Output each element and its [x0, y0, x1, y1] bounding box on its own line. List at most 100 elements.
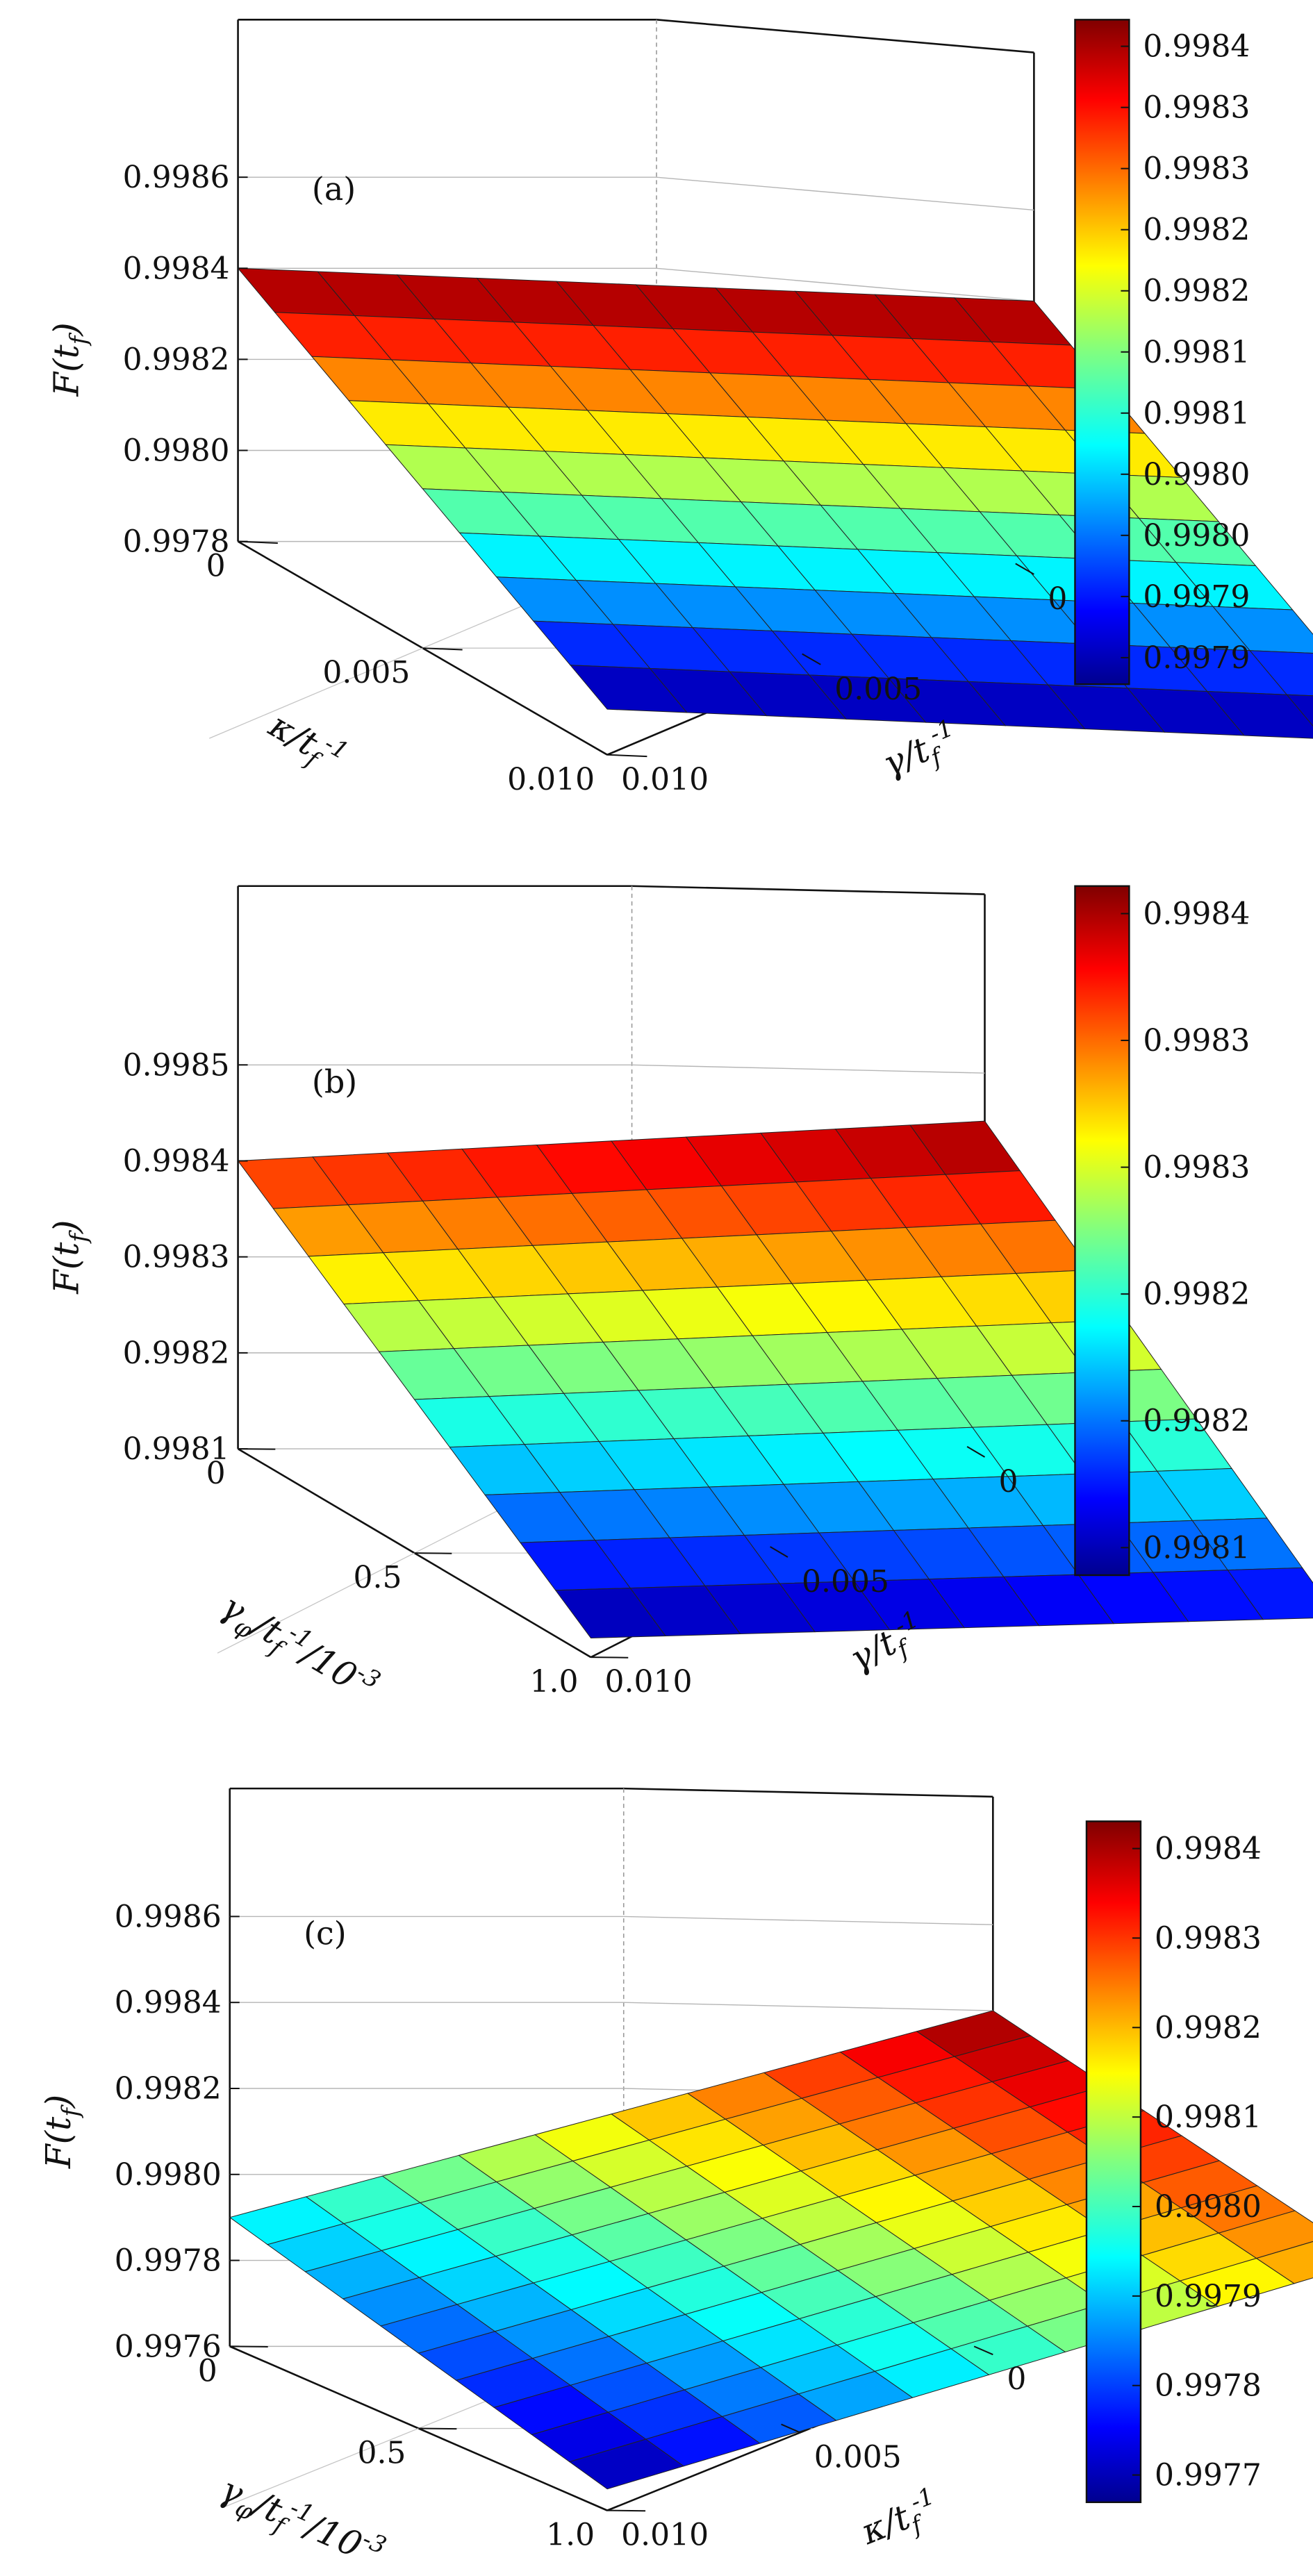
colorbar: 0.9984 0.9983 0.9983 0.9982 0.9982 0.9981: [1074, 885, 1250, 1577]
y-tick-mark: [802, 653, 821, 665]
surface: [229, 2010, 1313, 2490]
y-tick-mark: [588, 2501, 608, 2511]
z-tick-label: 0.9983: [123, 1240, 230, 1275]
x-tick-label: 0.005: [322, 655, 410, 690]
z-axis-label: F(tf): [38, 2095, 85, 2169]
box-edge: [623, 1787, 993, 1798]
panel-tag: (b): [312, 1063, 357, 1100]
colorbar-tick-label: 0.9982: [1155, 2010, 1262, 2045]
z-tick-label: 0.9986: [115, 1899, 222, 1934]
z-tick-label: 0.9981: [123, 1431, 230, 1467]
z-axis-label: F(tf): [47, 322, 93, 397]
y-axis-label-group: γ/tf-1​: [875, 714, 966, 790]
y-axis-label: κ/tf-1​: [854, 2482, 947, 2559]
x-tick-mark: [238, 540, 278, 544]
z-tick-label: 0.9984: [115, 1985, 222, 2020]
surface-cell: [569, 665, 688, 713]
surface-cell: [568, 2438, 685, 2490]
colorbar-tick-label: 0.9983: [1143, 90, 1250, 126]
y-axis-label: γ/tf-1​: [875, 714, 966, 790]
colorbar-tick-label: 0.9983: [1143, 1150, 1250, 1186]
z-tick-label: 0.9982: [123, 342, 230, 377]
panel-b: 0.9981 0.9982 0.9983 0.9984 0.9985 0 0.5 1.0 0.0…: [47, 885, 1313, 1714]
colorbar-tick-label: 0.9984: [1143, 896, 1250, 931]
y-tick-mark: [588, 743, 608, 756]
x-axis-label: γφ/tf-1/10-3​: [211, 1583, 386, 1714]
z-tick-label: 0.9984: [123, 1143, 230, 1179]
x-tick-label: 0: [206, 549, 226, 584]
y-tick-label: 0: [1048, 581, 1067, 617]
y-tick-mark: [770, 1546, 788, 1558]
x-axis-label: γφ/tf-1/10-3​: [212, 2466, 390, 2576]
y-axis-label-group: κ/tf-1​: [854, 2482, 947, 2559]
colorbar-tick-label: 0.9979: [1143, 640, 1250, 676]
colorbar-tick-label: 0.9981: [1143, 396, 1250, 431]
colorbar-tick-label: 0.9982: [1143, 274, 1250, 309]
colorbar-tick-label: 0.9982: [1143, 213, 1250, 248]
x-tick-label: 1.0: [530, 1664, 579, 1700]
colorbar: 0.9984 0.9983 0.9982 0.9981 0.9980 0.9979 0.99…: [1085, 1820, 1262, 2504]
x-tick-mark: [229, 2345, 268, 2348]
z-tick-label: 0.9980: [115, 2157, 222, 2193]
y-tick-label: 0.005: [802, 1564, 889, 1599]
colorbar-tick-label: 0.9983: [1143, 151, 1250, 187]
colorbar-tick-label: 0.9979: [1143, 579, 1250, 615]
panel-c: 0.9976 0.9978 0.9980 0.9982 0.9984 0.9986 0 0.5…: [38, 1787, 1313, 2576]
colorbar-tick-label: 0.9983: [1143, 1023, 1250, 1058]
surface: [237, 267, 1313, 739]
colorbar-tick-label: 0.9980: [1143, 518, 1250, 554]
colorbar-tick-label: 0.9982: [1143, 1277, 1250, 1312]
colorbar-tick-label: 0.9981: [1143, 335, 1250, 370]
box-edge: [656, 19, 1034, 53]
x-tick-mark: [414, 1552, 452, 1554]
x-axis-label-group: γφ/tf-1/10-3​: [212, 2466, 390, 2576]
x-axis-label-group: γφ/tf-1/10-3​: [211, 1583, 386, 1714]
x-tick-label: 1.0: [546, 2518, 595, 2553]
x-tick-label: 0.010: [507, 762, 595, 797]
grid-line: [656, 176, 1034, 211]
colorbar-tick-label: 0.9980: [1155, 2189, 1262, 2225]
panel-a: 0.9978 0.9980 0.9982 0.9984 0.9986 0 0.005 0.01…: [47, 19, 1313, 797]
z-axis-label: F(tf): [47, 1220, 93, 1294]
y-tick-label: 0.010: [621, 762, 709, 797]
x-tick-mark: [607, 754, 647, 758]
z-tick-label: 0.9978: [115, 2243, 222, 2279]
z-tick-label: 0.9978: [123, 524, 230, 560]
colorbar-tick-label: 0.9981: [1155, 2100, 1262, 2135]
x-tick-label: 0: [198, 2353, 217, 2388]
panel-tag: (c): [304, 1915, 347, 1952]
colorbar-tick-label: 0.9978: [1155, 2368, 1262, 2404]
colorbar: 0.9984 0.9983 0.9983 0.9982 0.9982 0.9981 0.99…: [1074, 19, 1250, 685]
x-tick-label: 0.5: [354, 1560, 402, 1595]
y-tick-label: 0.010: [605, 1664, 693, 1700]
box-edge: [631, 885, 985, 895]
z-tick-label: 0.9980: [123, 433, 230, 469]
colorbar-tick-label: 0.9979: [1155, 2279, 1262, 2314]
colorbar-gradient: [1074, 885, 1130, 1577]
colorbar-tick-label: 0.9983: [1155, 1920, 1262, 1956]
x-axis-label: κ/tf-1​: [259, 701, 354, 785]
colorbar-tick-label: 0.9984: [1155, 1831, 1262, 1867]
z-tick-label: 0.9976: [115, 2329, 222, 2364]
y-tick-label: 0.005: [834, 672, 922, 707]
grid-line: [623, 2002, 993, 2011]
x-tick-mark: [591, 1656, 629, 1659]
panel-tag: (a): [312, 170, 356, 208]
z-tick-label: 0.9982: [123, 1336, 230, 1371]
y-tick-label: 0: [999, 1464, 1018, 1499]
grid-line: [656, 267, 1034, 302]
y-tick-label: 0: [1007, 2361, 1026, 2397]
colorbar-gradient: [1074, 19, 1130, 685]
x-tick-label: 0.5: [357, 2436, 406, 2471]
z-tick-label: 0.9986: [123, 160, 230, 195]
colorbar-tick-label: 0.9984: [1143, 29, 1250, 65]
x-tick-mark: [422, 647, 463, 651]
y-tick-mark: [572, 1646, 592, 1658]
y-tick-label: 0.010: [621, 2518, 709, 2553]
z-axis-label-group: F(tf): [47, 322, 93, 397]
y-tick-mark: [973, 2345, 993, 2356]
surface-cell: [554, 1588, 666, 1638]
y-tick-mark: [1015, 563, 1034, 575]
z-tick-label: 0.9985: [123, 1047, 230, 1083]
